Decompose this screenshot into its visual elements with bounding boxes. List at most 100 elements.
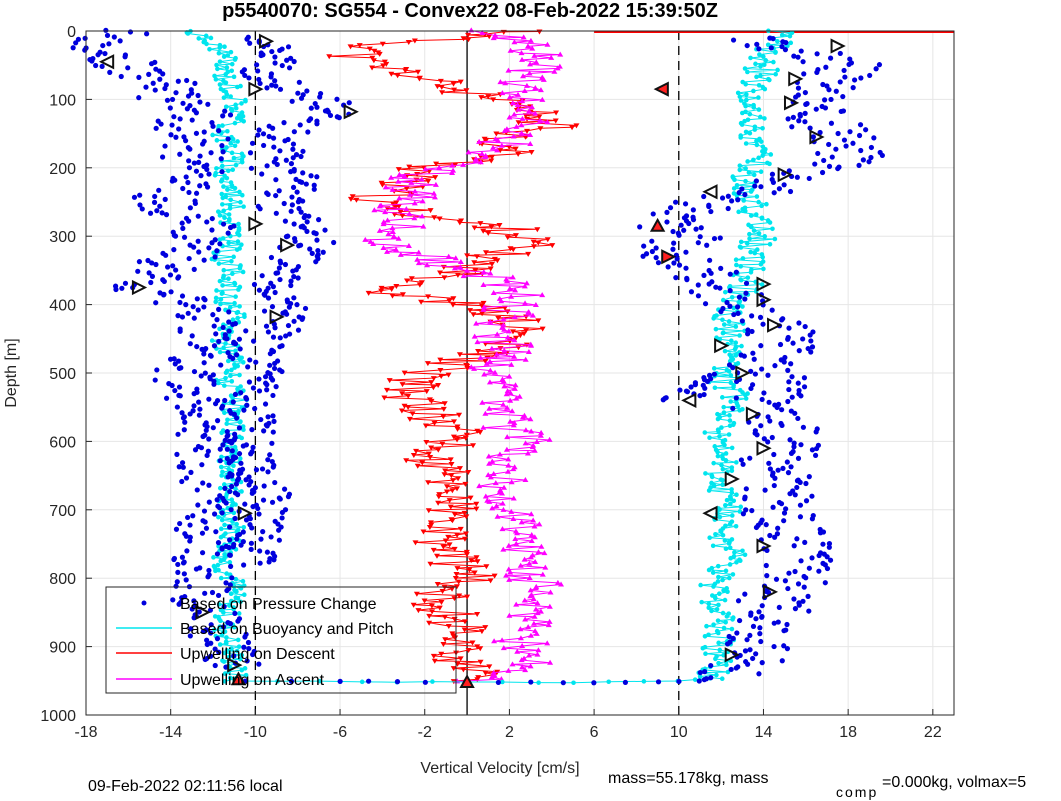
pressure-point [827,55,834,61]
pressure-point [261,428,267,434]
descent-upwelling-point [441,401,448,407]
pressure-point [766,460,772,466]
ascent-upwelling-point [479,30,486,36]
ascent-upwelling-point [530,596,537,602]
pressure-point [240,529,246,535]
pressure-point [220,624,227,630]
buoyancy-point [233,162,239,168]
ascent-upwelling-point [510,133,517,139]
pressure-point [813,445,820,452]
buoyancy-point [224,640,229,646]
ascent-upwelling-point [500,316,507,322]
pressure-point [186,189,192,196]
descent-upwelling-point [414,69,421,75]
ascent-upwelling-point [530,517,537,523]
buoyancy-point [239,435,245,441]
ascent-upwelling-point [507,569,514,575]
descent-upwelling-point [463,432,470,438]
buoyancy-point [227,305,233,310]
descent-upwelling-point [465,648,472,654]
pressure-point [227,524,233,530]
ascent-upwelling-point [493,351,500,357]
pressure-point [269,304,276,310]
pressure-point [180,464,186,470]
buoyancy-point [753,212,759,217]
descent-upwelling-point [383,61,390,67]
pressure-point [256,376,262,382]
pressure-point [277,276,283,283]
ascent-upwelling-point [508,293,515,299]
pressure-point [187,341,193,347]
ascent-upwelling-point [492,32,499,38]
pressure-point [102,50,108,57]
x-axis-label: Vertical Velocity [cm/s] [420,760,579,777]
footer-comp-values: =0.000kg, volmax=5 [882,774,1026,791]
descent-upwelling-point [441,472,448,478]
pressure-point [829,154,835,160]
pressure-point [828,120,835,126]
ascent-upwelling-point [531,447,538,453]
buoyancy-point [234,521,239,527]
pressure-point [295,327,302,333]
buoyancy-point [720,317,725,323]
pressure-point [203,525,210,531]
descent-upwelling-point [405,393,412,399]
descent-upwelling-point [515,151,522,157]
pressure-point [208,353,214,359]
pressure-point [813,106,819,112]
buoyancy-point [754,247,760,252]
descent-upwelling-point [464,594,471,600]
pressure-point [795,455,802,461]
pressure-point [871,135,877,141]
descent-upwelling-point [472,268,479,274]
buoyancy-point [743,178,748,184]
pressure-point [727,271,733,277]
buoyancy-point [229,150,235,156]
buoyancy-point [241,204,246,209]
turn-marker [745,406,762,422]
buoyancy-point [235,139,240,144]
pressure-point [791,543,797,549]
buoyancy-point [733,523,739,529]
pressure-point [202,519,208,525]
pressure-point [172,361,178,367]
buoyancy-point [756,95,761,100]
pressure-point [748,612,754,618]
y-tick-label: 100 [49,92,76,109]
pressure-point [756,671,762,677]
descent-upwelling-point [410,602,417,608]
chart-title: p5540070: SG554 - Convex22 08-Feb-2022 1… [222,0,718,22]
pressure-point [785,336,791,342]
pressure-point [216,338,222,345]
pressure-point [298,153,304,160]
buoyancy-point [222,522,227,528]
pressure-point [220,149,226,155]
pressure-point [771,190,777,196]
pressure-point [294,189,300,195]
pressure-point [177,151,183,157]
pressure-point [245,364,251,370]
pressure-point [495,679,501,686]
pressure-point [162,85,168,92]
buoyancy-point [746,222,751,228]
pressure-point [272,289,278,296]
buoyancy-point [734,460,739,465]
descent-upwelling-point [497,148,504,154]
turn-marker [714,338,730,354]
pressure-point [197,99,203,105]
descent-upwelling-point [450,434,457,440]
buoyancy-point [720,482,725,487]
pressure-point [261,483,267,489]
pressure-point [797,514,804,520]
ascent-upwelling-point [507,397,514,403]
pressure-point [670,228,676,235]
pressure-point [154,208,160,214]
buoyancy-point [720,297,726,303]
pressure-point [179,314,186,320]
pressure-point [294,302,300,308]
buoyancy-point [225,128,230,134]
buoyancy-point [239,101,244,106]
buoyancy-point [238,599,243,605]
descent-upwelling-point [483,564,490,570]
pressure-point [243,517,250,523]
